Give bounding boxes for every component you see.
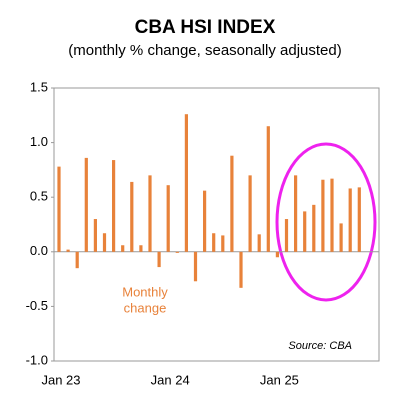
source: Source: CBA <box>288 340 352 352</box>
bar <box>203 190 207 252</box>
bar <box>321 179 325 252</box>
x-tick-label: Jan 24 <box>151 372 190 387</box>
y-tick-label: 0.0 <box>30 243 48 258</box>
bar <box>102 233 107 252</box>
bar <box>66 249 70 252</box>
bar <box>57 166 61 252</box>
plot-frame <box>53 87 380 362</box>
bar <box>121 245 125 252</box>
annotation: change <box>124 300 167 315</box>
bar <box>312 204 316 252</box>
bar <box>230 155 234 252</box>
bar <box>266 126 270 252</box>
bar <box>357 187 361 252</box>
bar <box>294 175 298 252</box>
bar <box>348 188 352 252</box>
bar <box>221 235 225 252</box>
x-tick-label: Jan 25 <box>260 372 299 387</box>
chart-title: CBA HSI INDEX <box>135 17 276 38</box>
bar <box>257 234 261 252</box>
bar <box>175 251 179 253</box>
bar <box>93 219 97 252</box>
bar <box>112 160 116 252</box>
y-tick-label: 1.5 <box>30 79 48 94</box>
bar <box>84 157 88 252</box>
bar <box>130 181 134 252</box>
y-tick-label: -1.0 <box>26 352 48 367</box>
bar <box>193 251 198 282</box>
bar <box>212 233 216 252</box>
y-tick-label: -0.5 <box>26 298 48 313</box>
y-tick-label: 1.0 <box>30 134 48 149</box>
bar <box>75 251 79 269</box>
highlight-ellipse <box>275 142 377 302</box>
bar <box>330 178 334 252</box>
bar <box>157 251 161 268</box>
bar <box>184 114 188 252</box>
bar <box>139 245 143 252</box>
bar <box>239 251 243 288</box>
bar <box>284 219 289 252</box>
x-tick-label: Jan 23 <box>41 372 80 387</box>
bar <box>339 223 343 252</box>
bar <box>303 211 307 252</box>
bar <box>148 175 152 252</box>
chart-subtitle: (monthly % change, seasonally adjusted) <box>68 42 342 59</box>
bar <box>275 251 279 258</box>
bar <box>166 185 170 252</box>
bar <box>248 175 252 252</box>
y-tick-label: 0.5 <box>30 189 48 204</box>
annotation: Monthly <box>122 284 168 299</box>
